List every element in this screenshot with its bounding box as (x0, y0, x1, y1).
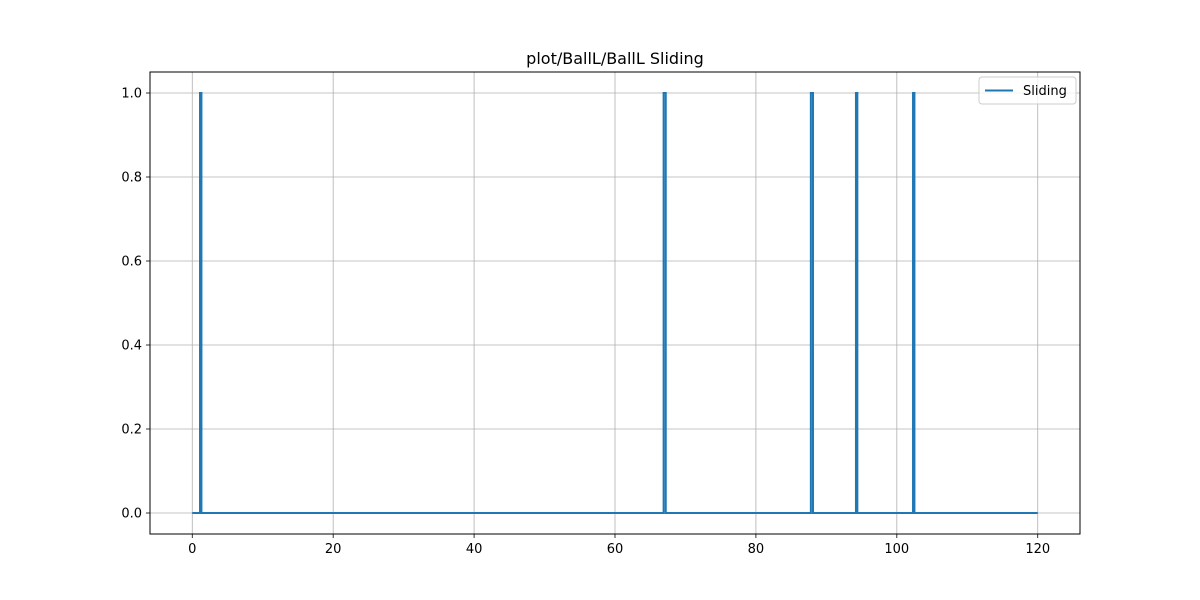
legend-label: Sliding (1023, 84, 1067, 99)
x-tick-label: 100 (884, 542, 909, 557)
x-tick-label: 40 (466, 542, 483, 557)
y-tick-label: 0.8 (121, 171, 142, 186)
ticks: 0 20 40 60 80 100 120 0.0 0.2 0.4 0.6 0.8 1.0 (121, 87, 1050, 558)
y-tick-label: 0.2 (121, 423, 142, 438)
y-tick-label: 0.6 (121, 255, 142, 270)
series-line-sliding (192, 92, 1038, 514)
x-tick-label: 120 (1025, 542, 1050, 557)
y-tick-label: 0.4 (121, 339, 142, 354)
y-tick-label: 0.0 (121, 507, 142, 522)
y-tick-label: 1.0 (121, 87, 142, 102)
x-tick-label: 80 (748, 542, 765, 557)
legend: Sliding (978, 76, 1077, 105)
chart-title: plot/BallL/BallL Sliding (526, 49, 704, 68)
series-layer (192, 92, 1038, 514)
x-tick-label: 0 (188, 542, 196, 557)
x-tick-label: 60 (607, 542, 624, 557)
x-tick-label: 20 (325, 542, 342, 557)
legend-box (978, 76, 1077, 105)
